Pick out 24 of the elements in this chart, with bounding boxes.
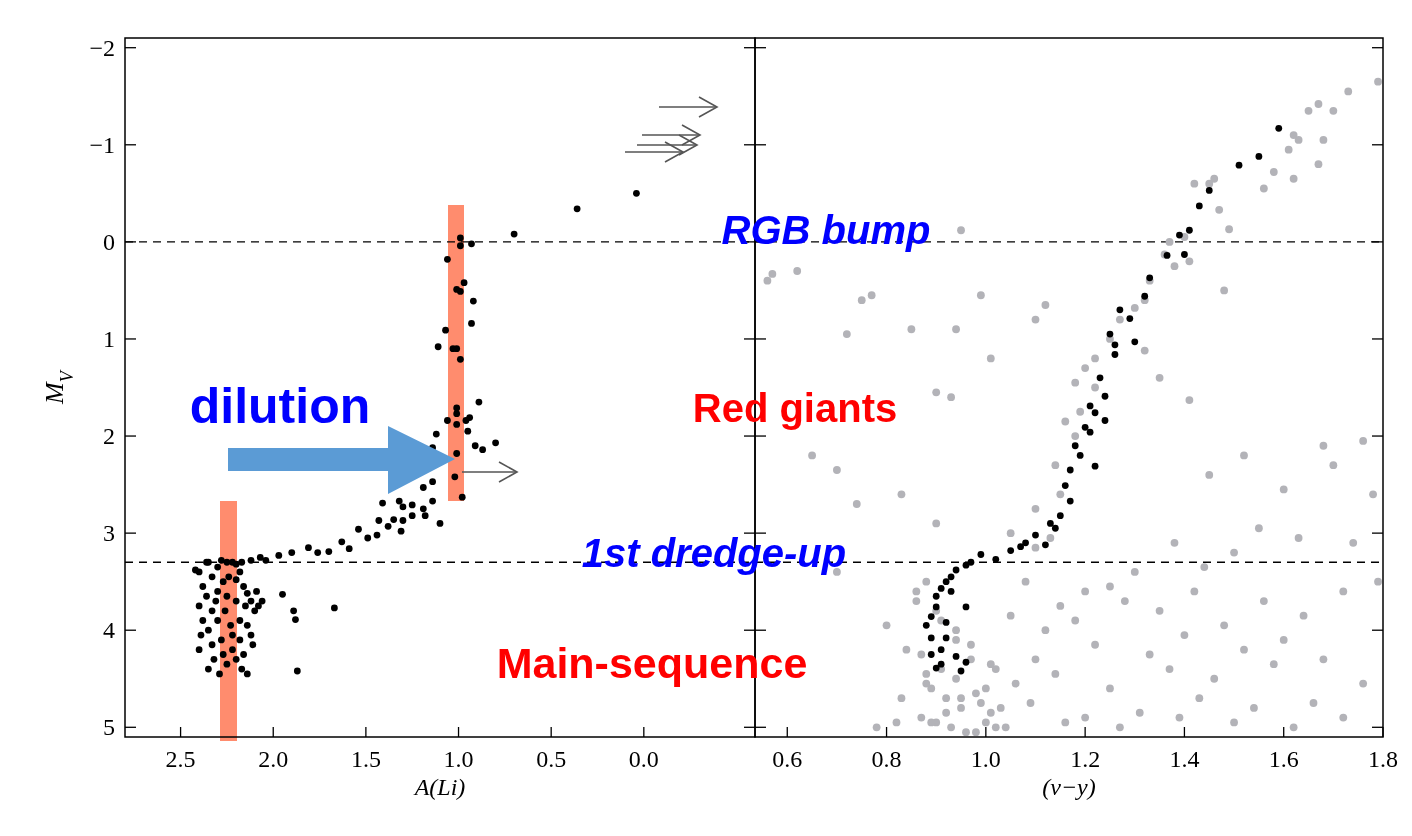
y-tick-label: 3 bbox=[103, 520, 115, 547]
annotation: dilution bbox=[189, 378, 371, 434]
y-tick-label: 5 bbox=[103, 714, 115, 741]
y-tick-label: 4 bbox=[103, 617, 115, 644]
x-tick-label: 1.0 bbox=[970, 746, 1001, 772]
x-tick-label: 1.2 bbox=[1070, 746, 1101, 772]
x-axis-title: (v−y) bbox=[1042, 774, 1096, 800]
x-tick-label: 1.8 bbox=[1368, 746, 1398, 772]
x-tick-label: 1.6 bbox=[1268, 746, 1299, 772]
x-tick-label: 2.5 bbox=[165, 746, 196, 772]
y-tick-label: −1 bbox=[89, 131, 115, 158]
x-tick-label: 0.8 bbox=[871, 746, 902, 772]
x-tick-label: 2.0 bbox=[258, 746, 289, 772]
y-tick-label: 2 bbox=[103, 423, 115, 450]
x-tick-label: 0.5 bbox=[536, 746, 567, 772]
x-axis-title: A(Li) bbox=[412, 774, 466, 800]
y-tick-label: −2 bbox=[89, 34, 115, 61]
y-tick-label: 0 bbox=[103, 228, 115, 255]
x-tick-label: 0.0 bbox=[628, 746, 659, 772]
x-tick-label: 0.6 bbox=[772, 746, 803, 772]
x-tick-label: 1.0 bbox=[443, 746, 474, 772]
x-tick-label: 1.5 bbox=[350, 746, 381, 772]
x-tick-label: 1.4 bbox=[1169, 746, 1200, 772]
y-tick-label: 1 bbox=[103, 325, 115, 352]
